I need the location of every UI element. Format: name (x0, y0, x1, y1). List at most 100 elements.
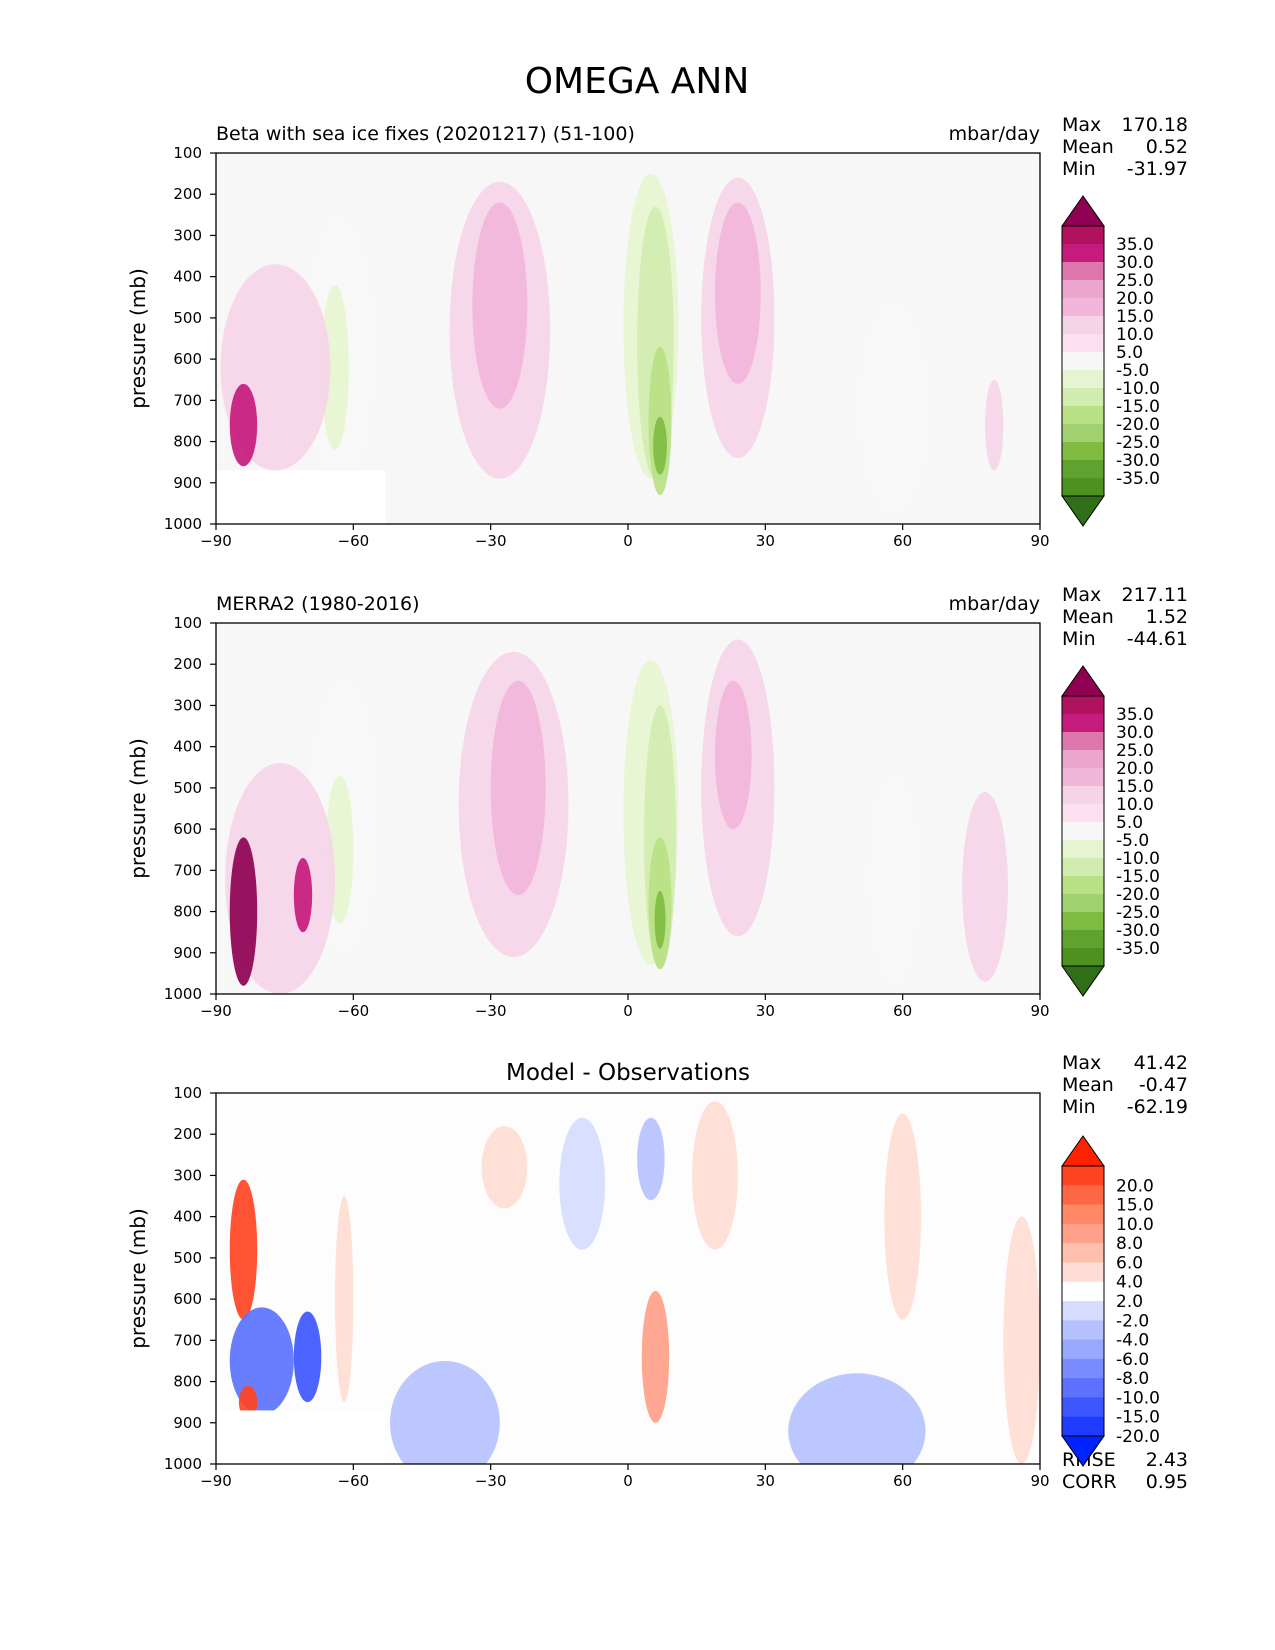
colorbar: 20.015.010.08.06.04.02.0-2.0-4.0-6.0-8.0… (1061, 1135, 1160, 1467)
chart-panel-ref: −90 −60 −30 0 30 60 90 100 200 300 400 500 600 700 800… (126, 584, 1188, 1020)
y-tick-label: 900 (173, 944, 202, 962)
colorbar-tick-label: 5.0 (1116, 343, 1143, 363)
panel-units: mbar/day (949, 593, 1040, 615)
contour-cell (472, 202, 528, 409)
x-tick-label: 0 (623, 532, 633, 550)
contour-cell (866, 771, 921, 986)
stat-value: 0.52 (1146, 136, 1188, 158)
stat-label: Mean (1062, 606, 1114, 628)
colorbar-band (1062, 226, 1104, 245)
y-axis-label: pressure (mb) (126, 1208, 150, 1349)
panel-left-title: Beta with sea ice fixes (20201217) (51-1… (216, 123, 635, 145)
y-tick-label: 300 (173, 696, 202, 714)
contour-cell (335, 1196, 354, 1403)
contour-cell (229, 1179, 258, 1320)
y-tick-label: 100 (173, 1084, 202, 1102)
colorbar-tick-label: -4.0 (1116, 1331, 1149, 1351)
colorbar-band (1062, 1185, 1104, 1206)
colorbar-band (1062, 424, 1104, 443)
contour-cell (985, 379, 1004, 471)
colorbar-tick-label: 10.0 (1116, 795, 1154, 815)
colorbar-tick-label: -20.0 (1116, 415, 1160, 435)
colorbar-extend-max (1061, 665, 1105, 697)
contour-cell (481, 1125, 528, 1209)
colorbar-band (1062, 352, 1104, 371)
y-tick-label: 1000 (164, 985, 202, 1003)
stat-value: 217.11 (1122, 584, 1188, 606)
colorbar-frame (1061, 695, 1105, 967)
colorbar-tick-label: -30.0 (1116, 921, 1160, 941)
colorbar: 35.030.025.020.015.010.05.0-5.0-10.0-15.… (1061, 665, 1160, 997)
stat-label: Max (1062, 114, 1101, 136)
contour-cell (293, 857, 313, 933)
colorbar-band (1062, 912, 1104, 931)
colorbar-band (1062, 1281, 1104, 1302)
contour-cell (714, 202, 761, 384)
contour-cell (641, 1290, 670, 1423)
colorbar-band (1062, 1262, 1104, 1283)
colorbar-tick-label: 4.0 (1116, 1273, 1143, 1293)
colorbar-tick-label: -20.0 (1116, 1427, 1160, 1447)
y-tick-label: 600 (173, 1290, 202, 1308)
contour-cell (293, 1311, 322, 1403)
y-tick-label: 800 (173, 903, 202, 921)
y-tick-label: 700 (173, 391, 202, 409)
colorbar-band (1062, 858, 1104, 877)
y-tick-label: 500 (173, 309, 202, 327)
stat-value: 2.43 (1146, 1449, 1188, 1471)
colorbar-tick-label: 2.0 (1116, 1292, 1143, 1312)
colorbar-tick-label: -15.0 (1116, 397, 1160, 417)
colorbar-frame (1061, 1165, 1105, 1437)
y-axis-label: pressure (mb) (126, 268, 150, 409)
colorbar-tick-label: -10.0 (1116, 1388, 1160, 1408)
colorbar-band (1062, 840, 1104, 859)
colorbar-tick-label: 35.0 (1116, 235, 1154, 255)
x-tick-label: −60 (338, 1472, 370, 1490)
colorbar-band (1062, 714, 1104, 733)
colorbar-band (1062, 478, 1104, 497)
x-tick-label: 30 (756, 532, 775, 550)
x-tick-label: −60 (338, 532, 370, 550)
colorbar-band (1062, 750, 1104, 769)
colorbar-tick-label: 35.0 (1116, 705, 1154, 725)
colorbar-band (1062, 1243, 1104, 1263)
colorbar-tick-label: -15.0 (1116, 867, 1160, 887)
stat-label: Mean (1062, 1074, 1114, 1096)
colorbar-band (1062, 1416, 1104, 1437)
colorbar-band (1062, 876, 1104, 895)
stat-value: -0.47 (1139, 1074, 1188, 1096)
x-tick-label: 60 (893, 532, 912, 550)
figure-title: OMEGA ANN (525, 61, 750, 102)
colorbar-tick-label: 25.0 (1116, 741, 1154, 761)
y-tick-label: 700 (173, 861, 202, 879)
contour-cell (1003, 1216, 1040, 1464)
colorbar-tick-label: -8.0 (1116, 1369, 1149, 1389)
x-tick-label: 60 (893, 1472, 912, 1490)
colorbar-tick-label: 20.0 (1116, 1176, 1154, 1196)
stat-label: Mean (1062, 136, 1114, 158)
colorbar-tick-label: -10.0 (1116, 849, 1160, 869)
x-tick-label: 90 (1030, 1002, 1049, 1020)
colorbar-band (1062, 804, 1104, 823)
y-tick-label: 600 (173, 350, 202, 368)
panel-units: mbar/day (949, 123, 1040, 145)
colorbar-band (1062, 460, 1104, 479)
colorbar-tick-label: -35.0 (1116, 469, 1160, 489)
colorbar-tick-label: -5.0 (1116, 831, 1149, 851)
y-tick-label: 800 (173, 433, 202, 451)
colorbar-tick-label: 20.0 (1116, 759, 1154, 779)
colorbar-band (1062, 948, 1104, 967)
colorbar-tick-label: -5.0 (1116, 361, 1149, 381)
stat-label: Min (1062, 1096, 1096, 1118)
x-tick-label: −60 (338, 1002, 370, 1020)
colorbar-tick-label: 10.0 (1116, 1215, 1154, 1235)
y-tick-label: 500 (173, 779, 202, 797)
colorbar-band (1062, 280, 1104, 299)
colorbar-tick-label: -25.0 (1116, 433, 1160, 453)
colorbar-extend-min (1061, 495, 1105, 527)
colorbar-band (1062, 1204, 1104, 1225)
contour-cell (637, 1117, 665, 1201)
colorbar-tick-label: 6.0 (1116, 1253, 1143, 1273)
contour-cell (229, 837, 258, 986)
colorbar-tick-label: 20.0 (1116, 289, 1154, 309)
